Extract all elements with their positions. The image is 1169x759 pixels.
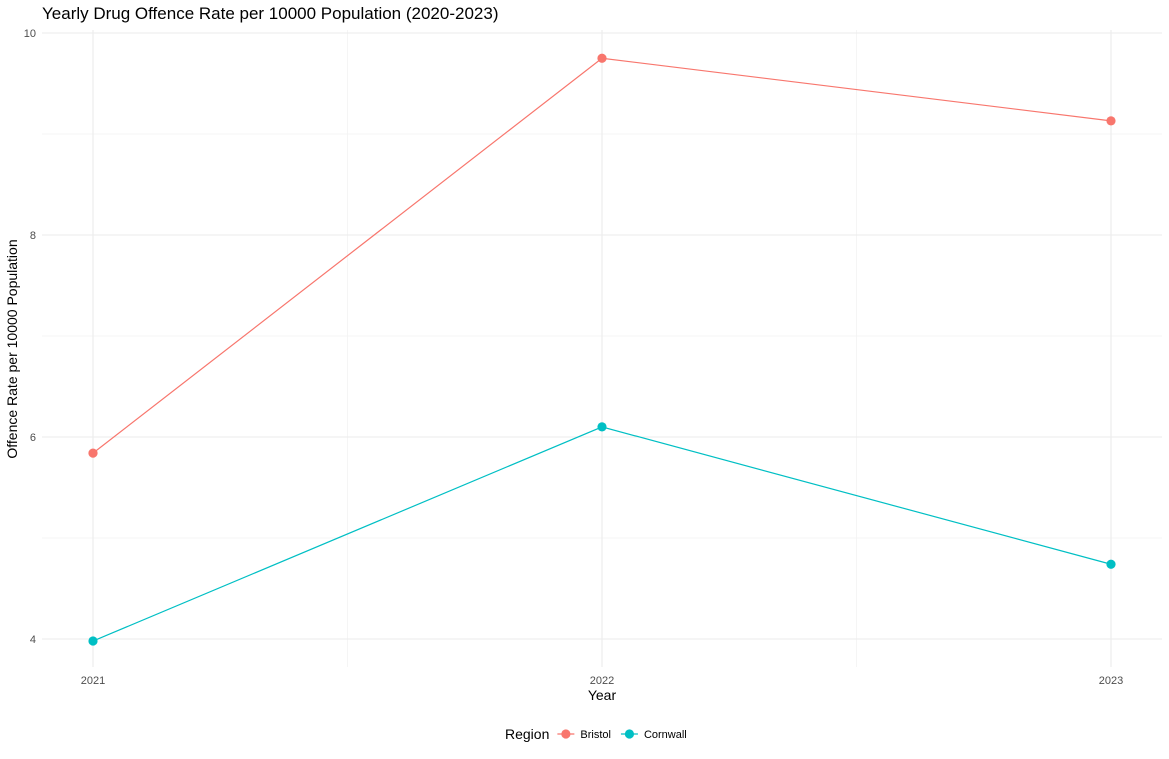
x-axis-title: Year (588, 687, 617, 703)
data-point (88, 448, 98, 458)
data-point (597, 422, 607, 432)
series-layer (88, 53, 1116, 646)
data-point (597, 53, 607, 63)
legend-title: Region (505, 726, 549, 742)
legend-items: Bristol Cornwall (557, 729, 687, 741)
y-tick-label: 6 (30, 432, 36, 444)
data-point (1106, 116, 1116, 126)
legend-label: Bristol (580, 729, 611, 741)
y-axis-title: Offence Rate per 10000 Population (4, 239, 20, 458)
series-bristol (88, 53, 1116, 458)
x-tick-label: 2022 (590, 675, 614, 687)
data-point (1106, 559, 1116, 569)
y-axis-ticks: 4 6 8 10 (24, 28, 36, 646)
x-tick-label: 2023 (1099, 675, 1123, 687)
legend-key-point (624, 729, 635, 739)
y-tick-label: 10 (24, 28, 36, 40)
grid (42, 30, 1162, 667)
chart-title: Yearly Drug Offence Rate per 10000 Popul… (42, 4, 498, 23)
legend-item-bristol: Bristol (557, 729, 611, 741)
x-axis-ticks: 2021 2022 2023 (81, 675, 1123, 687)
legend-key-point (561, 729, 571, 739)
x-tick-label: 2021 (81, 675, 105, 687)
series-cornwall (88, 422, 1116, 646)
y-tick-label: 4 (30, 634, 36, 646)
legend-item-cornwall: Cornwall (620, 729, 687, 741)
data-point (88, 636, 98, 646)
legend: Region Bristol Cornwall (505, 726, 687, 742)
y-tick-label: 8 (30, 230, 36, 242)
legend-label: Cornwall (644, 729, 687, 741)
